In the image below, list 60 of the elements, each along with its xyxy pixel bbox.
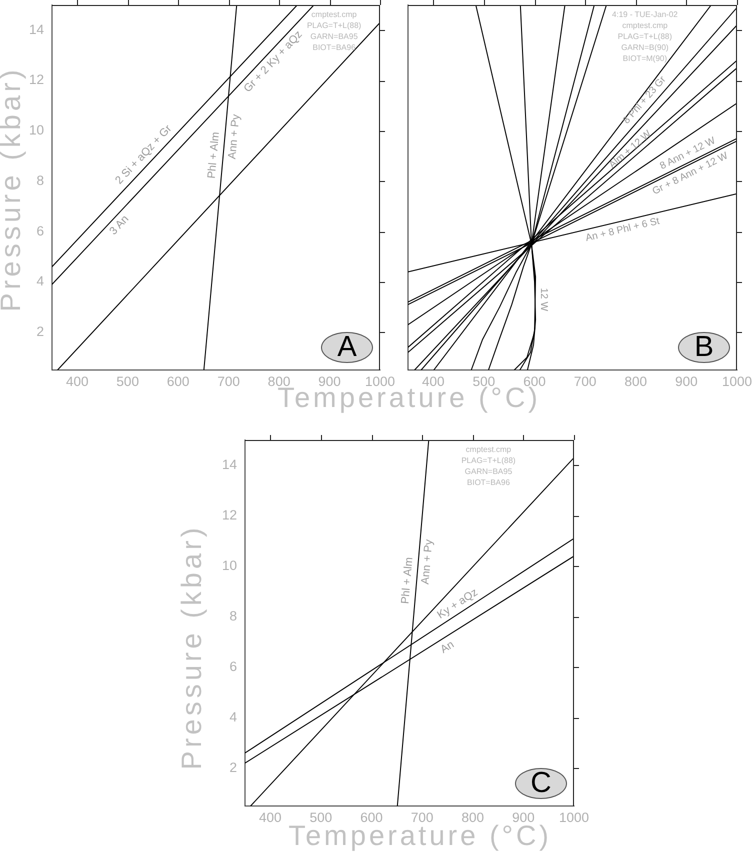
annotation: An + 8 Phl + 6 St (584, 216, 661, 244)
x-tick-label: 800 (462, 810, 484, 825)
y-tick-label: 10 (28, 122, 44, 138)
x-tick-label: 600 (360, 810, 383, 825)
x-tick-label: 400 (66, 374, 88, 389)
annotation: Ann + Py (226, 113, 242, 160)
annotation: 8 Phl + 23 Gr (621, 74, 669, 126)
annotation: Ann + Py (419, 538, 436, 585)
x-tick-label: 900 (318, 374, 341, 389)
x-tick-label: 900 (512, 810, 535, 825)
annotation: PLAG=T+L(88) (618, 32, 672, 42)
annotation: Ky + aQz (435, 586, 480, 622)
x-tick-label: 1000 (558, 810, 590, 825)
y-tick-label: 14 (222, 456, 238, 472)
annotation: cmptest.cmp (622, 21, 668, 30)
x-tick-label: 600 (166, 374, 190, 389)
y-tick-label: 6 (229, 658, 237, 674)
annotation: Phl + Alm (399, 556, 416, 604)
y-axis-title: Pressure (kbar) (0, 66, 27, 312)
x-tick-label: 500 (310, 810, 332, 825)
annotation: GARN=B(90) (621, 43, 669, 52)
annotation: Gr + 2 Ky + aQz (242, 28, 305, 95)
annotation: 2 Si + aQz + Gr (113, 122, 174, 187)
annotation: BIOT=M(90) (622, 54, 668, 64)
x-tick-label: 700 (410, 810, 434, 825)
annotation: GARN=BA95 (310, 32, 358, 42)
annotation: 4:19 - TUE-Jan-02 (612, 10, 678, 20)
annotation: 3 An (107, 213, 132, 238)
annotation: cmptest.cmp (311, 10, 358, 20)
y-axis-title: Pressure (kbar) (176, 524, 208, 770)
annotation: BIOT=BA96 (467, 478, 510, 488)
y-tick-label: 6 (36, 223, 44, 238)
annotation: An (438, 638, 456, 656)
y-tick-label: 2 (36, 324, 44, 339)
annotation: BIOT=BA96 (312, 43, 356, 52)
x-tick-label: 400 (422, 374, 445, 389)
y-tick-label: 4 (229, 709, 238, 724)
y-tick-label: 14 (28, 22, 44, 37)
x-tick-label: 800 (624, 374, 648, 389)
y-tick-label: 12 (222, 507, 237, 522)
annotation: PLAG=T+L(88) (306, 21, 362, 30)
x-tick-label: 700 (217, 374, 240, 389)
y-tick-label: 8 (229, 608, 237, 624)
annotation: GARN=BA95 (464, 467, 513, 476)
x-tick-label: 1000 (364, 374, 396, 389)
x-tick-label: 700 (574, 374, 596, 389)
annotation: 12 W (538, 288, 549, 312)
annotation: cmptest.cmp (466, 445, 512, 454)
x-tick-label: 400 (259, 810, 282, 825)
x-tick-label: 1000 (722, 374, 752, 389)
y-tick-label: 12 (28, 72, 44, 88)
x-tick-label: 500 (116, 374, 139, 389)
annotation: Alm + 12 W (607, 128, 654, 171)
x-tick-label: 900 (675, 374, 698, 389)
y-tick-label: 10 (222, 558, 237, 573)
annotation: PLAG=T+L(88) (461, 456, 516, 466)
y-tick-label: 4 (36, 274, 44, 289)
y-tick-label: 8 (36, 172, 44, 188)
y-tick-label: 2 (229, 760, 237, 775)
annotation: Phl + Alm (206, 131, 222, 180)
